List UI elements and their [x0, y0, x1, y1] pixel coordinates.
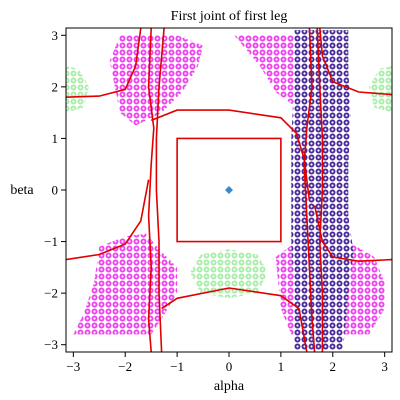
region-green-4 [66, 66, 89, 113]
x-tick-label: 3 [381, 359, 388, 374]
y-tick-label: −3 [44, 337, 58, 352]
y-tick-label: 1 [52, 131, 59, 146]
x-tick-label: −3 [66, 359, 80, 374]
curve-4 [66, 28, 142, 98]
curve-8 [313, 205, 392, 263]
y-tick-label: 0 [52, 183, 59, 198]
region-magenta-2 [73, 233, 178, 335]
ticks-layer: −3 −2 −1 0 1 2 3 3 2 1 0 −1 −2 −3 [44, 28, 388, 374]
x-tick-label: 0 [226, 359, 233, 374]
curves-layer [66, 28, 392, 352]
y-tick-label: −1 [44, 234, 58, 249]
y-tick-label: −2 [44, 286, 58, 301]
y-tick-label: 2 [52, 79, 59, 94]
curve-0 [147, 28, 155, 352]
x-tick-label: 1 [278, 359, 285, 374]
curve-6 [319, 28, 392, 96]
rectangle-layer [176, 137, 282, 243]
x-tick-label: 2 [330, 359, 337, 374]
curve-1 [155, 28, 165, 352]
curve-2 [303, 28, 316, 352]
y-axis-title: beta [10, 183, 34, 198]
region-green-5 [369, 66, 392, 113]
region-green-6 [190, 249, 268, 299]
curve-5 [150, 109, 311, 201]
region-magenta-0 [109, 35, 204, 126]
curve-9 [161, 287, 308, 352]
x-tick-label: −1 [170, 359, 184, 374]
points-layer [225, 186, 233, 194]
curve-7 [66, 179, 150, 261]
y-tick-label: 3 [52, 28, 59, 43]
x-tick-label: −2 [118, 359, 132, 374]
data-point-0 [225, 186, 233, 194]
chart-title: First joint of first leg [171, 9, 288, 24]
curve-3 [316, 28, 324, 352]
square-0 [176, 137, 282, 243]
x-axis-title: alpha [214, 379, 245, 394]
